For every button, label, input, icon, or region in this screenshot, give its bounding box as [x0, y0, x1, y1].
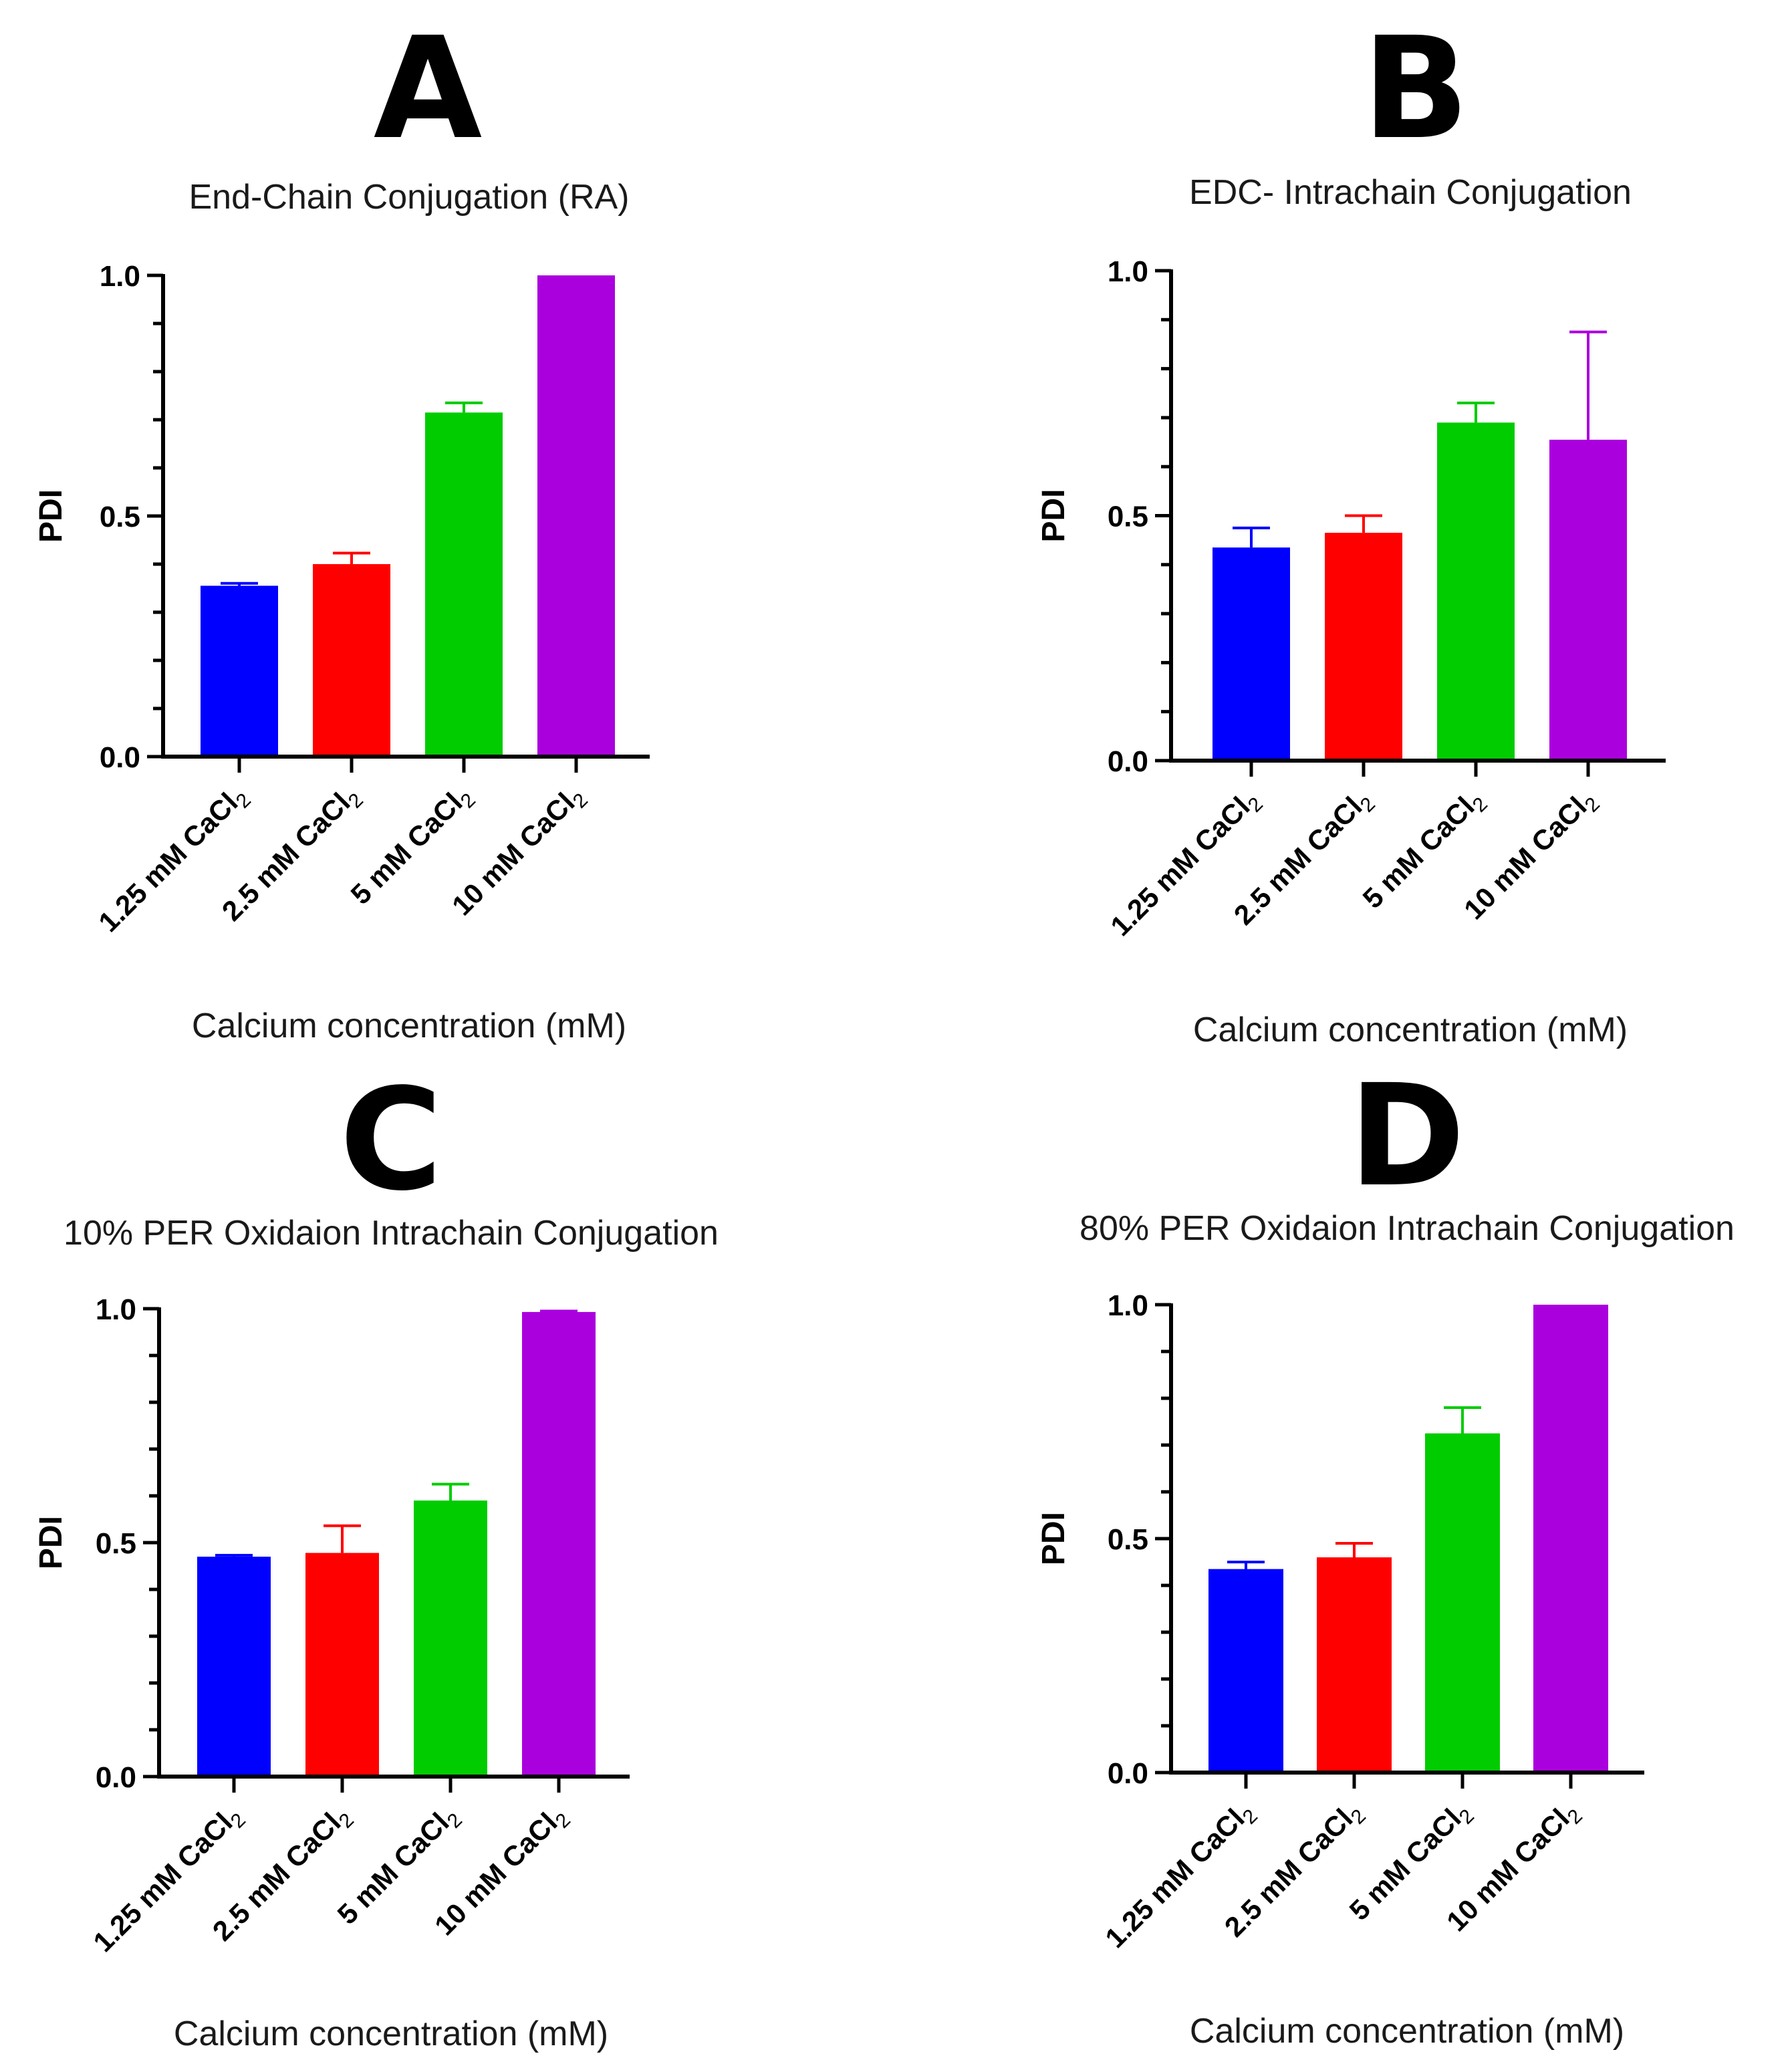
bar [1317, 1557, 1392, 1773]
y-tick-label: 0.5 [100, 501, 140, 533]
bar [313, 564, 390, 757]
x-axis-label: Calcium concentration (mM) [1193, 1011, 1628, 1049]
category-text: 1.25 mM CaCl [1099, 1803, 1250, 1954]
bar [1325, 533, 1402, 761]
panel-d: D80% PER Oxidaion Intrachain Conjugation… [1036, 1054, 1735, 2051]
chart-title: 80% PER Oxidaion Intrachain Conjugation [1079, 1209, 1735, 1248]
bar [1208, 1569, 1283, 1773]
y-tick-label: 0.5 [1108, 1523, 1148, 1556]
bar [414, 1501, 487, 1777]
chart-title: 10% PER Oxidaion Intrachain Conjugation [63, 1214, 719, 1253]
bar [1437, 422, 1515, 761]
x-axis-label: Calcium concentration (mM) [192, 1007, 626, 1045]
chart-title: EDC- Intrachain Conjugation [1189, 173, 1632, 212]
y-tick-label: 1.0 [96, 1293, 136, 1326]
panel-letter: A [374, 7, 483, 170]
y-tick-label: 0.5 [1108, 501, 1148, 533]
panel-letter: D [1349, 1054, 1465, 1218]
y-tick-label: 1.0 [100, 260, 140, 293]
bar [1425, 1433, 1500, 1773]
y-axis-label: PDI [1036, 489, 1071, 542]
bar [1533, 1305, 1608, 1773]
y-tick-label: 1.0 [1108, 255, 1148, 288]
y-tick-label: 0.0 [1108, 1757, 1148, 1790]
y-tick-label: 0.0 [1108, 745, 1148, 778]
y-tick-label: 1.0 [1108, 1289, 1148, 1322]
y-axis-label: PDI [33, 489, 69, 543]
bar [197, 1557, 271, 1777]
y-tick-label: 0.0 [100, 741, 140, 774]
bar [537, 275, 615, 757]
bar [1549, 439, 1627, 761]
category-text: 1.25 mM CaCl [92, 787, 243, 938]
bar [201, 586, 278, 757]
x-axis-label: Calcium concentration (mM) [174, 2015, 608, 2053]
y-axis-label: PDI [33, 1516, 69, 1569]
bar [1213, 547, 1290, 761]
bar [425, 412, 503, 757]
panel-a: A End-Chain Conjugation (RA) 0.0 0.5 1.0 1.25… [33, 7, 650, 1045]
y-axis-label: PDI [1036, 1512, 1071, 1565]
panel-letter: B [1362, 7, 1469, 170]
chart-title: End-Chain Conjugation (RA) [188, 178, 629, 217]
panel-letter: C [340, 1058, 442, 1222]
panel-c: C10% PER Oxidaion Intrachain Conjugation… [33, 1058, 719, 2053]
x-axis-label: Calcium concentration (mM) [1190, 2012, 1624, 2051]
category-text: 1.25 mM CaCl [1104, 791, 1255, 942]
bar [522, 1311, 596, 1777]
y-tick-label: 0.0 [96, 1761, 136, 1794]
category-text: 1.25 mM CaCl [87, 1807, 238, 1958]
y-tick-label: 0.5 [96, 1527, 136, 1560]
bar [305, 1553, 379, 1777]
